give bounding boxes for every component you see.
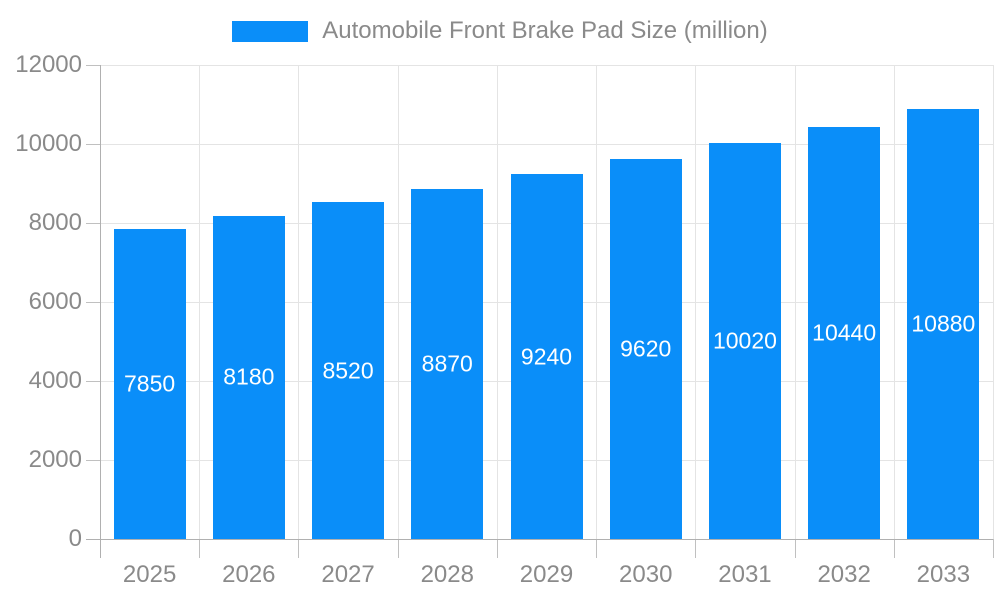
- y-axis-tick: [86, 223, 100, 224]
- gridline-vertical: [596, 65, 598, 539]
- x-axis-tick-label: 2028: [420, 561, 474, 588]
- x-axis-tick-label: 2026: [222, 561, 276, 588]
- bar[interactable]: 10020: [708, 143, 781, 539]
- bar[interactable]: 10440: [808, 126, 881, 539]
- bar[interactable]: 8520: [312, 202, 385, 539]
- bar-value-label: 8180: [223, 363, 275, 390]
- x-axis-tick-label: 2030: [619, 561, 673, 588]
- x-axis-line: [86, 539, 993, 540]
- x-axis-tick: [199, 539, 201, 558]
- gridline-vertical: [397, 65, 399, 539]
- gridline-horizontal: [100, 144, 993, 145]
- x-axis-tick-label: 2032: [817, 561, 871, 588]
- bar-value-label: 9620: [620, 335, 672, 362]
- bar[interactable]: 9620: [609, 159, 682, 539]
- gridline-vertical: [794, 65, 796, 539]
- x-axis-tick: [496, 539, 498, 558]
- x-axis-tick-label: 2029: [519, 561, 574, 588]
- x-axis-tick: [298, 539, 300, 558]
- legend: Automobile Front Brake Pad Size (million…: [0, 17, 1000, 44]
- y-axis-tick-label: 10000: [15, 130, 82, 157]
- bar-value-label: 10880: [911, 310, 976, 337]
- bar[interactable]: 10880: [907, 109, 980, 539]
- bar[interactable]: 8870: [411, 188, 484, 539]
- x-axis-tick-label: 2025: [122, 561, 177, 588]
- bar-value-label: 10440: [812, 319, 877, 346]
- y-axis-tick-label: 6000: [28, 288, 82, 315]
- y-axis-tick-label: 0: [68, 525, 82, 552]
- y-axis-tick: [86, 302, 100, 303]
- bar-value-label: 8520: [322, 357, 374, 384]
- bar[interactable]: 7850: [113, 228, 186, 539]
- x-axis-tick: [993, 539, 994, 558]
- y-axis-tick-label: 4000: [28, 367, 82, 394]
- x-axis-tick: [893, 539, 895, 558]
- x-axis-tick: [596, 539, 598, 558]
- bar[interactable]: 9240: [510, 174, 583, 539]
- bar-value-label: 9240: [520, 343, 573, 369]
- x-axis-tick: [794, 539, 796, 558]
- y-axis-tick: [86, 460, 100, 461]
- y-axis-tick-label: 8000: [28, 209, 82, 236]
- gridline-vertical: [893, 65, 895, 539]
- y-axis-tick-label: 12000: [15, 51, 82, 78]
- bar-value-label: 7850: [124, 370, 176, 397]
- x-axis-tick-label: 2031: [718, 561, 772, 588]
- bar[interactable]: 8180: [212, 215, 285, 539]
- x-axis-tick-label: 2033: [916, 561, 971, 588]
- y-axis-tick-label: 2000: [28, 446, 82, 473]
- y-axis-line: [100, 65, 101, 558]
- gridline-horizontal: [100, 65, 993, 66]
- x-axis-tick-label: 2027: [321, 561, 375, 588]
- legend-label[interactable]: Automobile Front Brake Pad Size (million…: [322, 17, 768, 44]
- gridline-vertical: [496, 65, 498, 539]
- bar-value-label: 8870: [421, 350, 473, 377]
- gridline-vertical: [695, 65, 697, 539]
- legend-swatch[interactable]: [232, 20, 309, 42]
- y-axis-tick: [86, 144, 100, 145]
- gridline-vertical: [993, 65, 994, 539]
- gridline-vertical: [199, 65, 201, 539]
- gridline-vertical: [298, 65, 300, 539]
- x-axis-tick: [695, 539, 697, 558]
- y-axis-tick: [86, 65, 100, 66]
- x-axis-tick: [397, 539, 399, 558]
- bar-value-label: 10020: [712, 327, 777, 354]
- y-axis-tick: [86, 381, 100, 382]
